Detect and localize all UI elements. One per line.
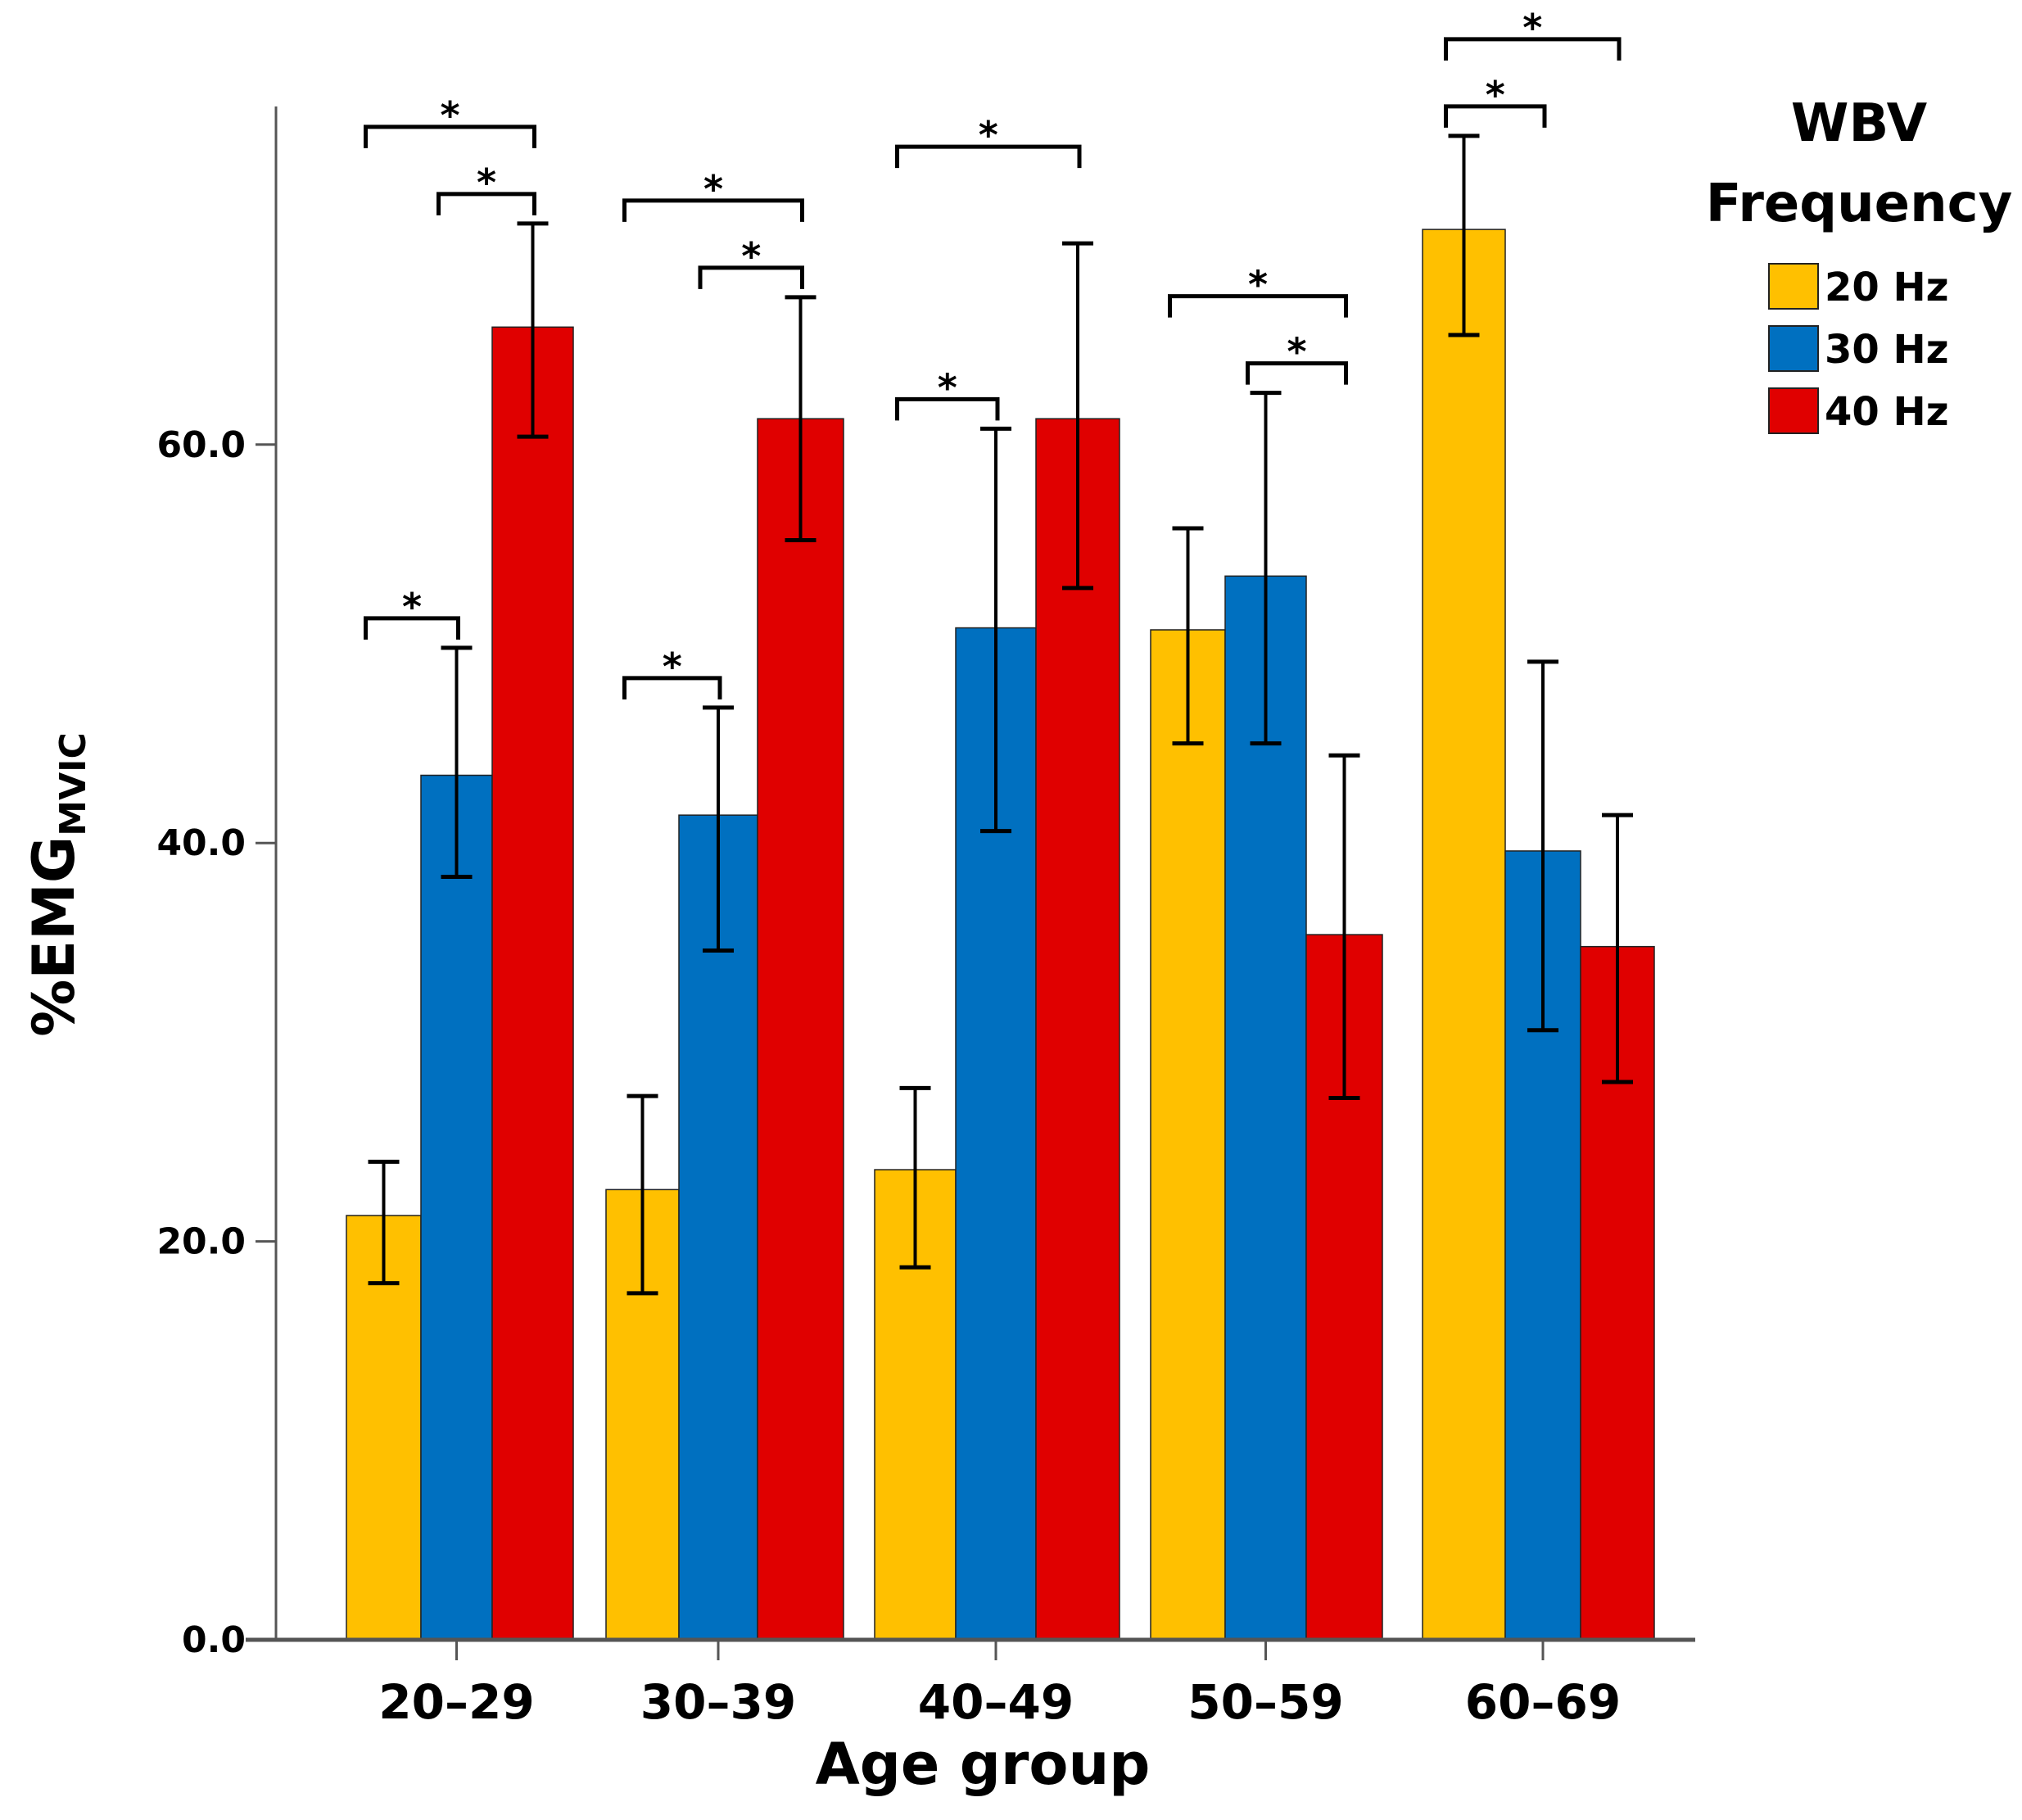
legend-item: 20 Hz <box>1768 263 1949 310</box>
y-tick-label: 20.0 <box>156 1221 246 1263</box>
y-tick-label: 60.0 <box>156 424 246 466</box>
significance-bracket-line <box>622 198 804 222</box>
x-axis-title: Age group <box>816 1731 1151 1798</box>
significance-star: * <box>979 113 998 157</box>
significance-star: * <box>938 365 957 410</box>
significance-star: * <box>1287 330 1306 374</box>
y-axis-title-main: %EMG <box>20 836 88 1037</box>
error-bar <box>980 426 1011 834</box>
legend-label: 20 Hz <box>1825 265 1949 310</box>
x-tick-label: 60–69 <box>1465 1674 1621 1730</box>
significance-bracket: * <box>364 585 460 640</box>
y-axis-title-subscript: MVIC <box>52 732 94 836</box>
significance-bracket: * <box>437 161 536 215</box>
bar-40hz-30–39 <box>757 418 844 1641</box>
significance-bracket-line <box>698 265 804 289</box>
error-bar <box>1250 391 1282 746</box>
significance-bracket-line <box>1246 361 1348 385</box>
significance-bracket: * <box>622 645 722 699</box>
x-tick-label: 30–39 <box>640 1674 796 1730</box>
bar-30hz-20–29 <box>420 774 493 1641</box>
significance-star: * <box>1248 263 1268 307</box>
significance-star: * <box>741 234 761 278</box>
significance-bracket-line <box>364 616 460 640</box>
error-bar <box>1602 813 1633 1084</box>
significance-star: * <box>1486 73 1505 117</box>
bar-20hz-60–69 <box>1422 229 1506 1641</box>
y-axis-title: %EMGMVIC <box>20 732 94 1037</box>
axes <box>246 106 1695 1642</box>
legend-swatch <box>1768 325 1819 372</box>
significance-layer: * * * * * * * * * * * * <box>364 6 1622 699</box>
error-bar <box>1328 753 1360 1100</box>
error-bar <box>1172 526 1204 746</box>
significance-bracket: * <box>622 167 804 222</box>
legend-swatch <box>1768 387 1819 434</box>
significance-star: * <box>477 161 496 205</box>
significance-star: * <box>703 167 723 211</box>
error-bar <box>517 221 549 439</box>
significance-star: * <box>440 93 459 138</box>
significance-bracket-line <box>622 676 722 699</box>
significance-bracket-line <box>1168 294 1348 318</box>
significance-star: * <box>663 645 682 689</box>
x-tick-label: 50–59 <box>1187 1674 1343 1730</box>
bar-40hz-20–29 <box>491 326 574 1641</box>
y-tick-label: 40.0 <box>156 822 246 864</box>
x-tick-label: 20–29 <box>378 1674 534 1730</box>
x-tick-label: 40–49 <box>918 1674 1074 1730</box>
error-bar <box>1527 659 1558 1033</box>
legend-title-line2: Frequency <box>1706 174 2013 234</box>
bar-30hz-50–59 <box>1224 575 1307 1641</box>
significance-bracket-line <box>895 396 1000 421</box>
legend-items: 20 Hz 30 Hz 40 Hz <box>1768 263 1949 435</box>
significance-bracket: * <box>1246 330 1348 385</box>
y-tick-label: 0.0 <box>182 1619 246 1661</box>
bars-layer <box>346 229 1655 1641</box>
significance-bracket-line <box>895 144 1082 169</box>
error-bar <box>1448 134 1480 337</box>
significance-bracket-line <box>1444 37 1622 61</box>
legend-title-line1: WBV <box>1791 93 1928 154</box>
significance-bracket-line <box>437 192 536 215</box>
significance-star: * <box>402 585 422 629</box>
bar-20hz-20–29 <box>346 1215 422 1641</box>
significance-bracket: * <box>698 234 804 289</box>
significance-bracket: * <box>1444 73 1547 128</box>
y-ticks: 0.0 20.0 40.0 60.0 <box>156 424 276 1661</box>
error-bar <box>899 1085 931 1270</box>
error-bar <box>703 705 734 953</box>
bar-20hz-50–59 <box>1150 629 1226 1641</box>
error-bar <box>1062 241 1093 591</box>
bar-40hz-40–49 <box>1035 418 1120 1641</box>
error-bar <box>441 645 473 880</box>
error-bar <box>785 295 816 543</box>
error-bar <box>368 1159 400 1286</box>
legend-item: 40 Hz <box>1768 387 1949 435</box>
legend-swatch <box>1768 263 1819 310</box>
legend-label: 30 Hz <box>1825 327 1949 373</box>
legend-item: 30 Hz <box>1768 325 1949 373</box>
significance-bracket: * <box>1168 263 1348 318</box>
error-bar <box>627 1093 658 1296</box>
legend-label: 40 Hz <box>1825 389 1949 435</box>
significance-bracket: * <box>895 365 1000 421</box>
significance-bracket-line <box>364 125 536 148</box>
error-bars-layer <box>368 134 1633 1296</box>
significance-bracket: * <box>895 113 1082 169</box>
significance-bracket-line <box>1444 104 1547 128</box>
significance-bracket: * <box>1444 6 1622 61</box>
x-ticks: 20–29 30–39 40–49 50–59 60–69 <box>378 1640 1621 1730</box>
significance-star: * <box>1522 6 1542 50</box>
significance-bracket: * <box>364 93 536 148</box>
legend: WBV Frequency 20 Hz 30 Hz 40 Hz <box>1706 93 2013 435</box>
